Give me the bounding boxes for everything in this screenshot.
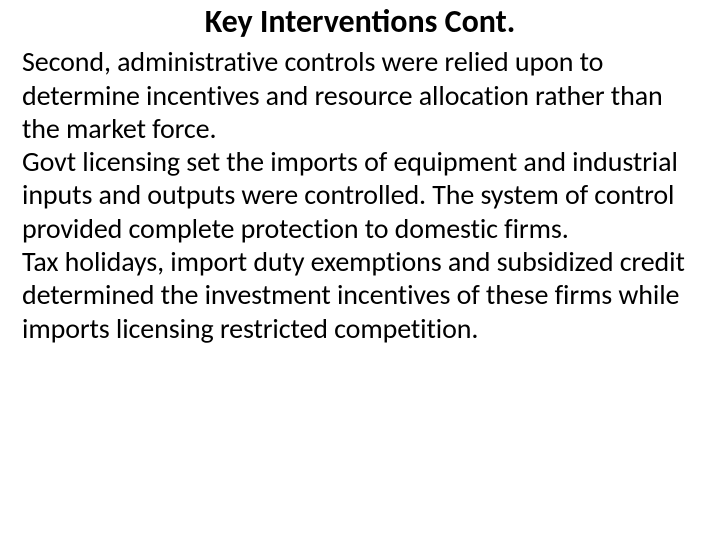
paragraph-3: Tax holidays, import duty exemptions and… <box>22 245 698 345</box>
paragraph-1: Second, administrative controls were rel… <box>22 45 698 145</box>
slide-container: Key Interventions Cont. Second, administ… <box>0 0 720 540</box>
paragraph-2: Govt licensing set the imports of equipm… <box>22 145 698 245</box>
slide-title: Key Interventions Cont. <box>22 4 698 39</box>
slide-body: Second, administrative controls were rel… <box>22 45 698 345</box>
